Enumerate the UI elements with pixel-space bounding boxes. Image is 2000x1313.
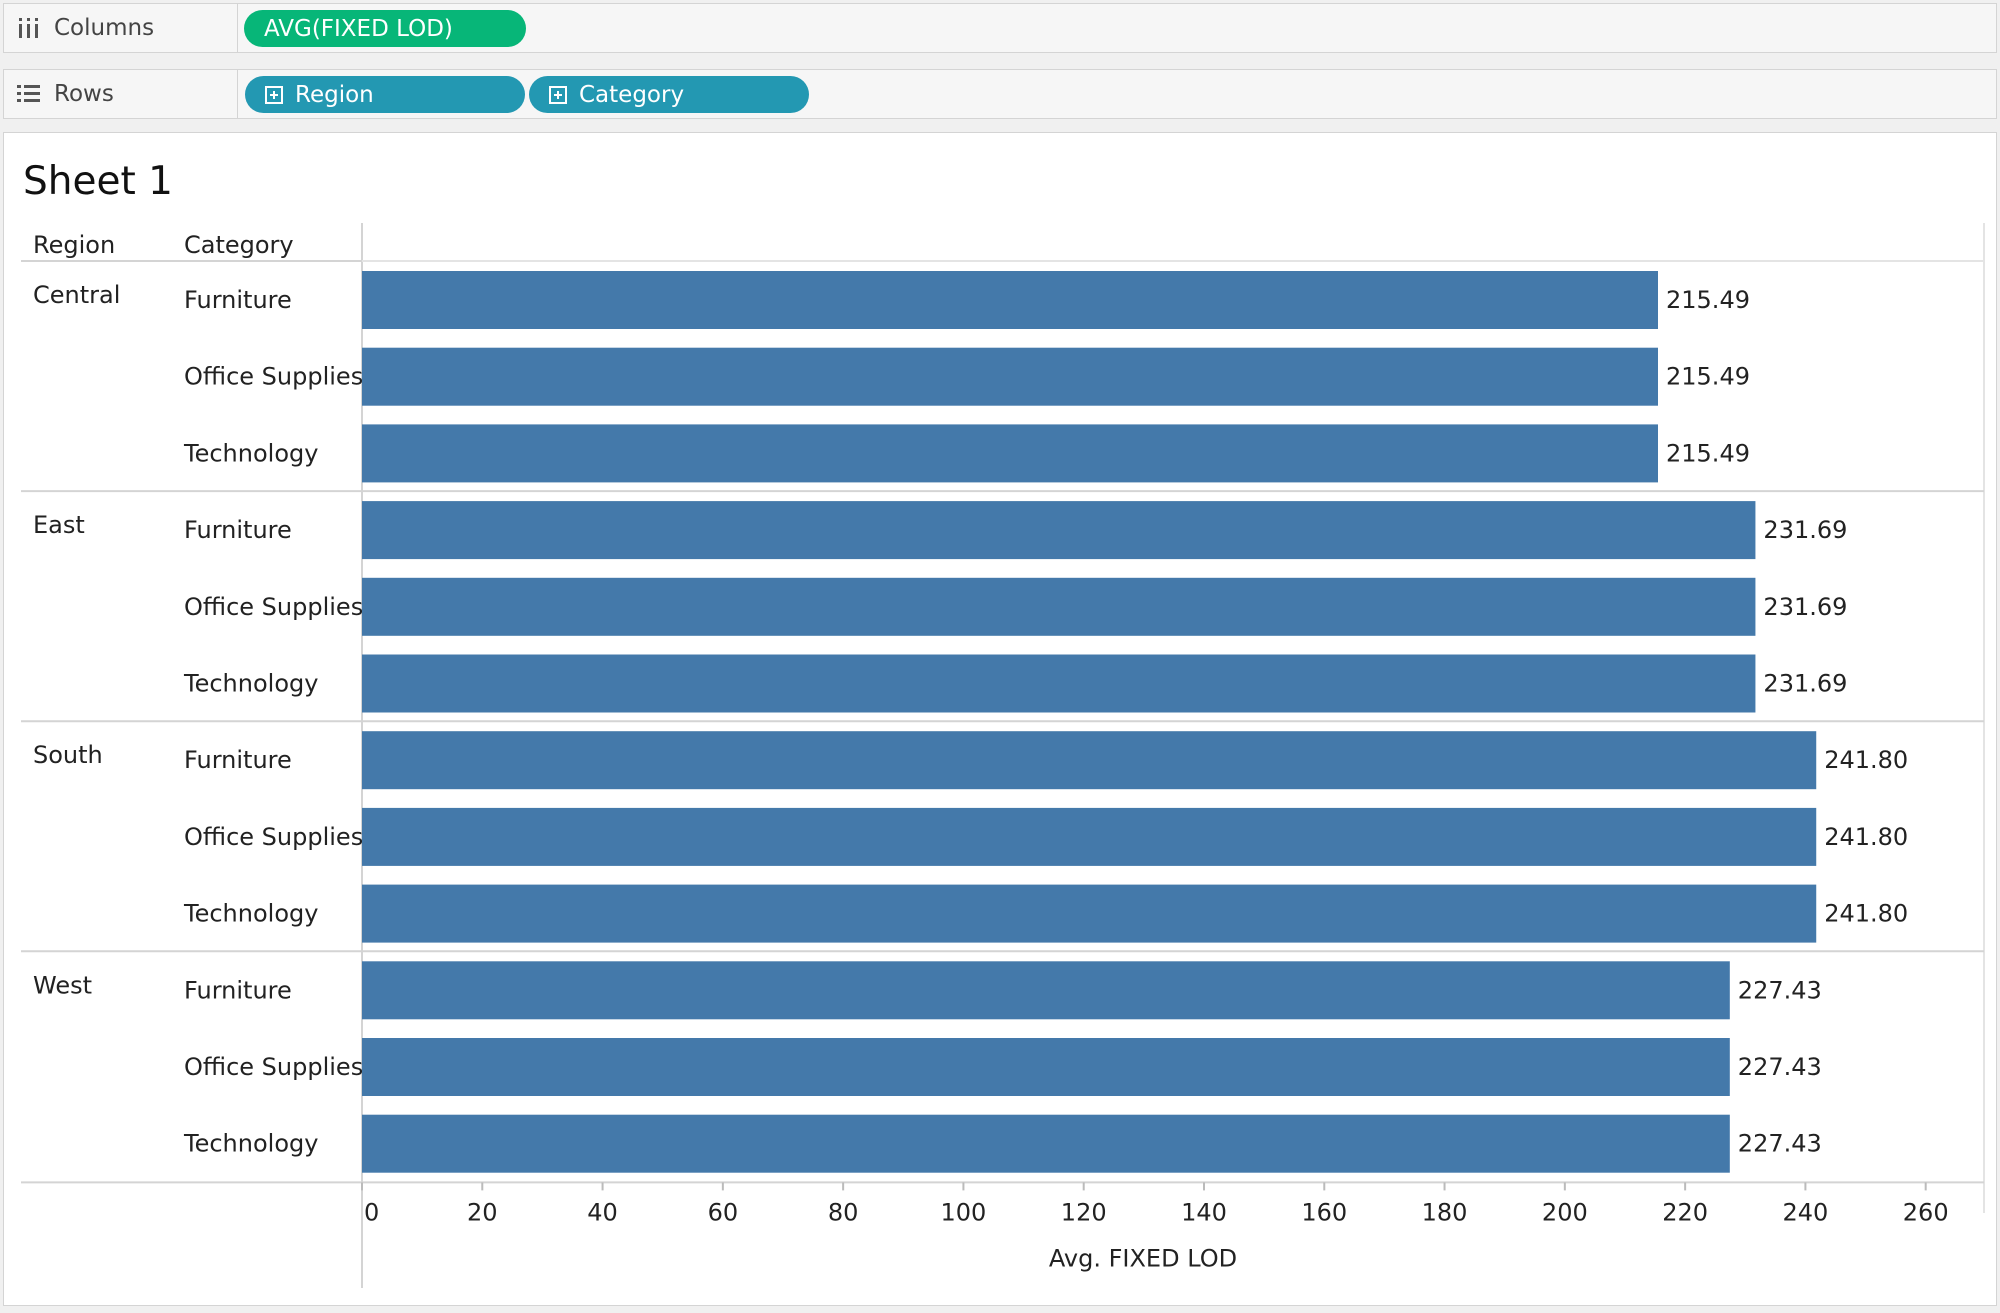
avg-fixed-lod-pill-label: AVG(FIXED LOD): [264, 15, 453, 42]
data-label: 231.69: [1763, 593, 1847, 621]
x-tick-label: 120: [1061, 1198, 1107, 1226]
sheet-title: Sheet 1: [23, 159, 173, 204]
x-tick-label: 20: [467, 1198, 498, 1226]
bar[interactable]: [362, 1038, 1730, 1096]
rows-shelf-header: Rows: [4, 70, 238, 118]
bar[interactable]: [362, 271, 1658, 329]
x-tick-label: 160: [1301, 1198, 1347, 1226]
x-tick-label: 0: [364, 1198, 379, 1226]
category-label[interactable]: Office Supplies: [184, 593, 363, 621]
data-label: 215.49: [1666, 439, 1750, 467]
x-tick-label: 180: [1422, 1198, 1468, 1226]
x-tick-label: 200: [1542, 1198, 1588, 1226]
category-label[interactable]: Furniture: [184, 286, 292, 314]
x-tick-label: 40: [587, 1198, 618, 1226]
category-label[interactable]: Technology: [183, 670, 318, 698]
bar[interactable]: [362, 961, 1730, 1020]
bar[interactable]: [362, 884, 1817, 943]
expand-icon[interactable]: [265, 85, 283, 104]
rows-icon: [17, 85, 40, 102]
bar[interactable]: [362, 577, 1756, 636]
region-pill[interactable]: Region: [245, 76, 525, 113]
columns-shelf[interactable]: Columns AVG(FIXED LOD): [3, 3, 1997, 53]
x-axis-title[interactable]: Avg. FIXED LOD: [1049, 1244, 1237, 1272]
x-tick-label: 60: [708, 1198, 739, 1226]
data-label: 231.69: [1763, 670, 1847, 698]
category-column-header[interactable]: Category: [184, 231, 294, 259]
x-tick-label: 140: [1181, 1198, 1227, 1226]
data-label: 231.69: [1763, 516, 1847, 544]
data-label: 215.49: [1666, 363, 1750, 391]
region-label[interactable]: West: [33, 971, 92, 999]
bar[interactable]: [362, 807, 1817, 866]
x-tick-label: 80: [828, 1198, 859, 1226]
sheet-view: Sheet 1 Region Category Central Furniture…: [3, 132, 1997, 1306]
x-tick-label: 220: [1662, 1198, 1708, 1226]
category-label[interactable]: Furniture: [184, 746, 292, 774]
x-tick-label: 100: [941, 1198, 987, 1226]
category-label[interactable]: Office Supplies: [184, 823, 363, 851]
x-tick-label: 240: [1783, 1198, 1829, 1226]
rows-shelf[interactable]: Rows Region Category: [3, 69, 1997, 119]
data-label: 241.80: [1824, 900, 1908, 928]
data-label: 241.80: [1824, 823, 1908, 851]
columns-icon: [19, 18, 38, 38]
bar[interactable]: [362, 731, 1817, 790]
bar[interactable]: [362, 424, 1658, 483]
region-label[interactable]: East: [33, 511, 85, 539]
bar[interactable]: [362, 654, 1756, 713]
bar[interactable]: [362, 1114, 1730, 1173]
region-label[interactable]: Central: [33, 281, 120, 309]
data-label: 227.43: [1738, 1130, 1822, 1158]
data-label: 215.49: [1666, 286, 1750, 314]
category-label[interactable]: Office Supplies: [184, 1053, 363, 1081]
rows-shelf-label: Rows: [54, 81, 114, 107]
region-column-header[interactable]: Region: [33, 231, 116, 259]
category-label[interactable]: Office Supplies: [184, 363, 363, 391]
data-label: 227.43: [1738, 976, 1822, 1004]
category-pill[interactable]: Category: [529, 76, 809, 113]
x-tick-label: 260: [1903, 1198, 1949, 1226]
region-pill-label: Region: [295, 81, 374, 108]
region-label[interactable]: South: [33, 741, 103, 769]
expand-icon[interactable]: [549, 85, 567, 104]
category-pill-label: Category: [579, 81, 685, 108]
bar-chart: Central Furniture 215.49 Office Supplies 215…: [21, 223, 1985, 1288]
columns-shelf-header: Columns: [4, 4, 238, 52]
data-label: 241.80: [1824, 746, 1908, 774]
avg-fixed-lod-pill[interactable]: AVG(FIXED LOD): [244, 10, 526, 47]
category-label[interactable]: Technology: [183, 1130, 318, 1158]
category-label[interactable]: Furniture: [184, 976, 292, 1004]
bar[interactable]: [362, 501, 1756, 560]
data-label: 227.43: [1738, 1053, 1822, 1081]
category-label[interactable]: Furniture: [184, 516, 292, 544]
bar[interactable]: [362, 347, 1658, 406]
category-label[interactable]: Technology: [183, 900, 318, 928]
columns-shelf-label: Columns: [54, 15, 155, 41]
category-label[interactable]: Technology: [183, 439, 318, 467]
